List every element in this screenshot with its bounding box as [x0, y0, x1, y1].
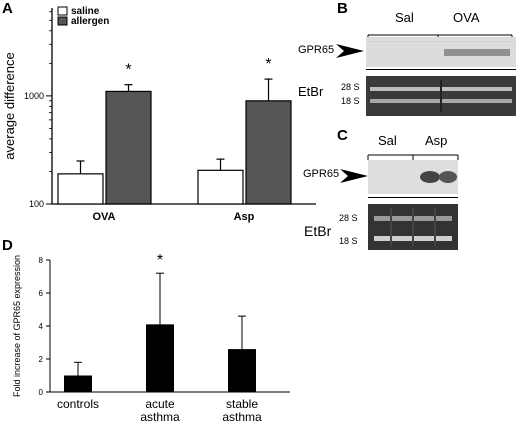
blot-b-group-ova: OVA [453, 10, 480, 25]
blot-b-gene-band [366, 37, 516, 67]
bar-a-saline-OVA [57, 173, 104, 205]
legend-a-swatch-allergen [57, 16, 68, 26]
axis-d-tick-label: 2 [39, 355, 44, 364]
significance-star-a: * [265, 56, 271, 73]
blot-b-stain-label: EtBr [298, 84, 324, 99]
category-d-label: controls [57, 397, 99, 411]
panel-letter-b: B [337, 0, 348, 17]
blot-c-18s: 18 S [339, 236, 358, 246]
chart-d: 0 2 4 6 8 Fold increase of GPR65 expression co… [12, 252, 290, 424]
category-a-Asp: Asp [234, 211, 255, 223]
significance-star-d: * [157, 252, 163, 269]
blot-c-gene-band [368, 160, 458, 194]
panel-letter-a: A [2, 0, 13, 17]
category-d-label: asthma [222, 410, 262, 424]
panel-letter-c: C [337, 127, 348, 144]
blot-c-group-sal: Sal [378, 133, 397, 148]
category-d-label: asthma [140, 410, 180, 424]
legend-a-label-allergen: allergen [71, 16, 109, 27]
bar-d-2 [228, 349, 256, 392]
blot-b-18s: 18 S [341, 96, 360, 106]
category-a-OVA: OVA [92, 211, 115, 223]
blot-c-group-lines [367, 154, 459, 160]
bar-a-allergen-Asp [245, 100, 292, 205]
legend-a-swatch-saline [57, 6, 68, 16]
bar-d-1 [146, 324, 174, 392]
axis-a-tick-label: 100 [29, 199, 44, 209]
axis-d-tick-label: 0 [39, 388, 44, 397]
blot-b-rrna-gel [366, 76, 516, 116]
axis-d-tick-label: 6 [39, 289, 44, 298]
panel-letter-d: D [2, 237, 13, 254]
blot-c-rrna-gel [368, 204, 458, 250]
blot-c-28s: 28 S [339, 213, 358, 223]
blot-c-arrow-icon [340, 169, 368, 183]
legend-a-label-saline: saline [71, 6, 100, 17]
blot-c-gene-label: GPR65 [303, 168, 340, 180]
axis-d-tick-label: 4 [39, 322, 44, 331]
blot-c-group-asp: Asp [425, 133, 448, 148]
significance-star-a: * [125, 62, 131, 79]
bar-d-0 [64, 375, 92, 392]
category-d-label: stable [226, 397, 258, 411]
axis-d-tick-label: 8 [39, 256, 44, 265]
blot-b-arrow-icon [336, 44, 364, 58]
axis-a-ylabel: average difference [2, 52, 17, 159]
blot-c-stain-label: EtBr [304, 223, 332, 239]
blot-c-divider [368, 197, 458, 198]
blot-b-divider [366, 69, 516, 70]
category-d-label: acute [145, 397, 175, 411]
chart-a: 100 1000 average difference * OVA * Asp salinea… [2, 6, 316, 223]
bar-a-saline-Asp [197, 169, 244, 205]
axis-d-ylabel: Fold increase of GPR65 expression [12, 255, 22, 397]
blot-b-gene-label: GPR65 [298, 44, 335, 56]
axis-a-tick-label: 1000 [24, 91, 44, 101]
blot-b-group-sal: Sal [395, 10, 414, 25]
blot-b-28s: 28 S [341, 82, 360, 92]
bar-a-allergen-OVA [105, 90, 152, 205]
